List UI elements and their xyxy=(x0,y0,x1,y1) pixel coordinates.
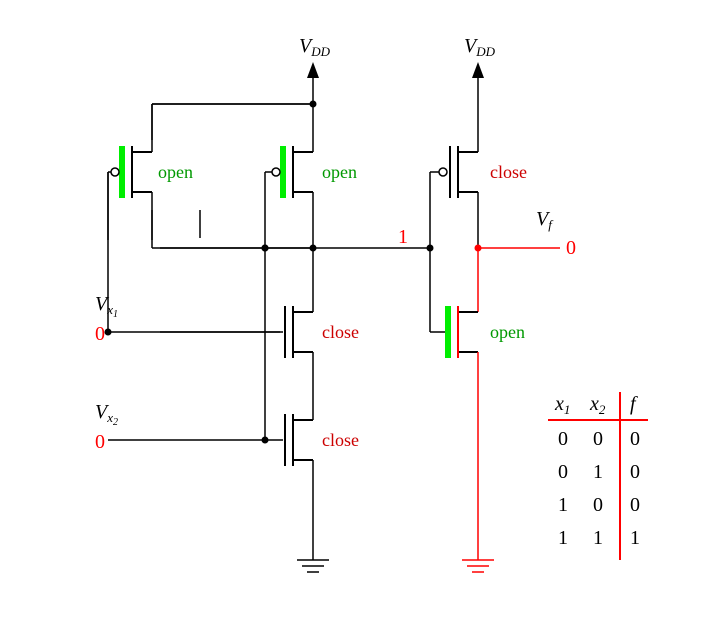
cmos-circuit-diagram: VDD VDD open open xyxy=(0,0,704,634)
nmos-lower: close xyxy=(285,414,359,560)
svg-text:1: 1 xyxy=(558,494,568,516)
vf-value: 0 xyxy=(566,237,576,259)
svg-text:0: 0 xyxy=(630,494,640,516)
output-node: Vf 0 xyxy=(475,208,577,259)
svg-text:x2: x2 xyxy=(589,393,606,417)
svg-text:Vf: Vf xyxy=(536,208,554,232)
svg-text:1: 1 xyxy=(593,461,603,483)
svg-text:1: 1 xyxy=(593,527,603,549)
svg-text:0: 0 xyxy=(593,494,603,516)
svg-text:VDD: VDD xyxy=(464,35,496,59)
svg-text:0: 0 xyxy=(630,461,640,483)
svg-text:f: f xyxy=(630,393,638,415)
svg-text:0: 0 xyxy=(630,428,640,450)
pmos-mid: open xyxy=(265,104,357,440)
nmos-right: open xyxy=(430,248,525,560)
svg-text:VDD: VDD xyxy=(299,35,331,59)
nmos-right-state: open xyxy=(490,322,525,342)
nmos-lower-state: close xyxy=(322,430,359,450)
gnd-right xyxy=(462,560,494,572)
svg-text:0: 0 xyxy=(558,461,568,483)
svg-text:0: 0 xyxy=(558,428,568,450)
svg-text:1: 1 xyxy=(558,527,568,549)
nmos-upper-state: close xyxy=(322,322,359,342)
vx2-value: 0 xyxy=(95,431,105,453)
vdd1-sub: DD xyxy=(310,44,330,59)
pmos-right-state: close xyxy=(490,162,527,182)
vdd2-supply: VDD xyxy=(464,35,496,104)
nmos-upper: close xyxy=(280,290,359,420)
mid-node-value: 1 xyxy=(398,226,408,248)
svg-text:Vx2: Vx2 xyxy=(95,401,118,428)
pmos-mid-state: open xyxy=(322,162,357,182)
svg-text:x1: x1 xyxy=(554,393,570,417)
svg-text:open: open xyxy=(158,162,193,182)
svg-text:0: 0 xyxy=(95,323,105,345)
svg-text:1: 1 xyxy=(630,527,640,549)
truth-table: x1 x2 f 0 0 0 0 1 0 1 0 0 1 1 1 xyxy=(548,392,648,560)
vdd2-sub: DD xyxy=(475,44,495,59)
gnd-left xyxy=(297,560,329,572)
vf-sub: f xyxy=(548,217,554,232)
svg-text:0: 0 xyxy=(593,428,603,450)
vx2-subsub: 2 xyxy=(113,417,118,428)
vx2-input: Vx2 0 xyxy=(95,401,283,453)
vdd1-supply: VDD xyxy=(299,35,331,104)
